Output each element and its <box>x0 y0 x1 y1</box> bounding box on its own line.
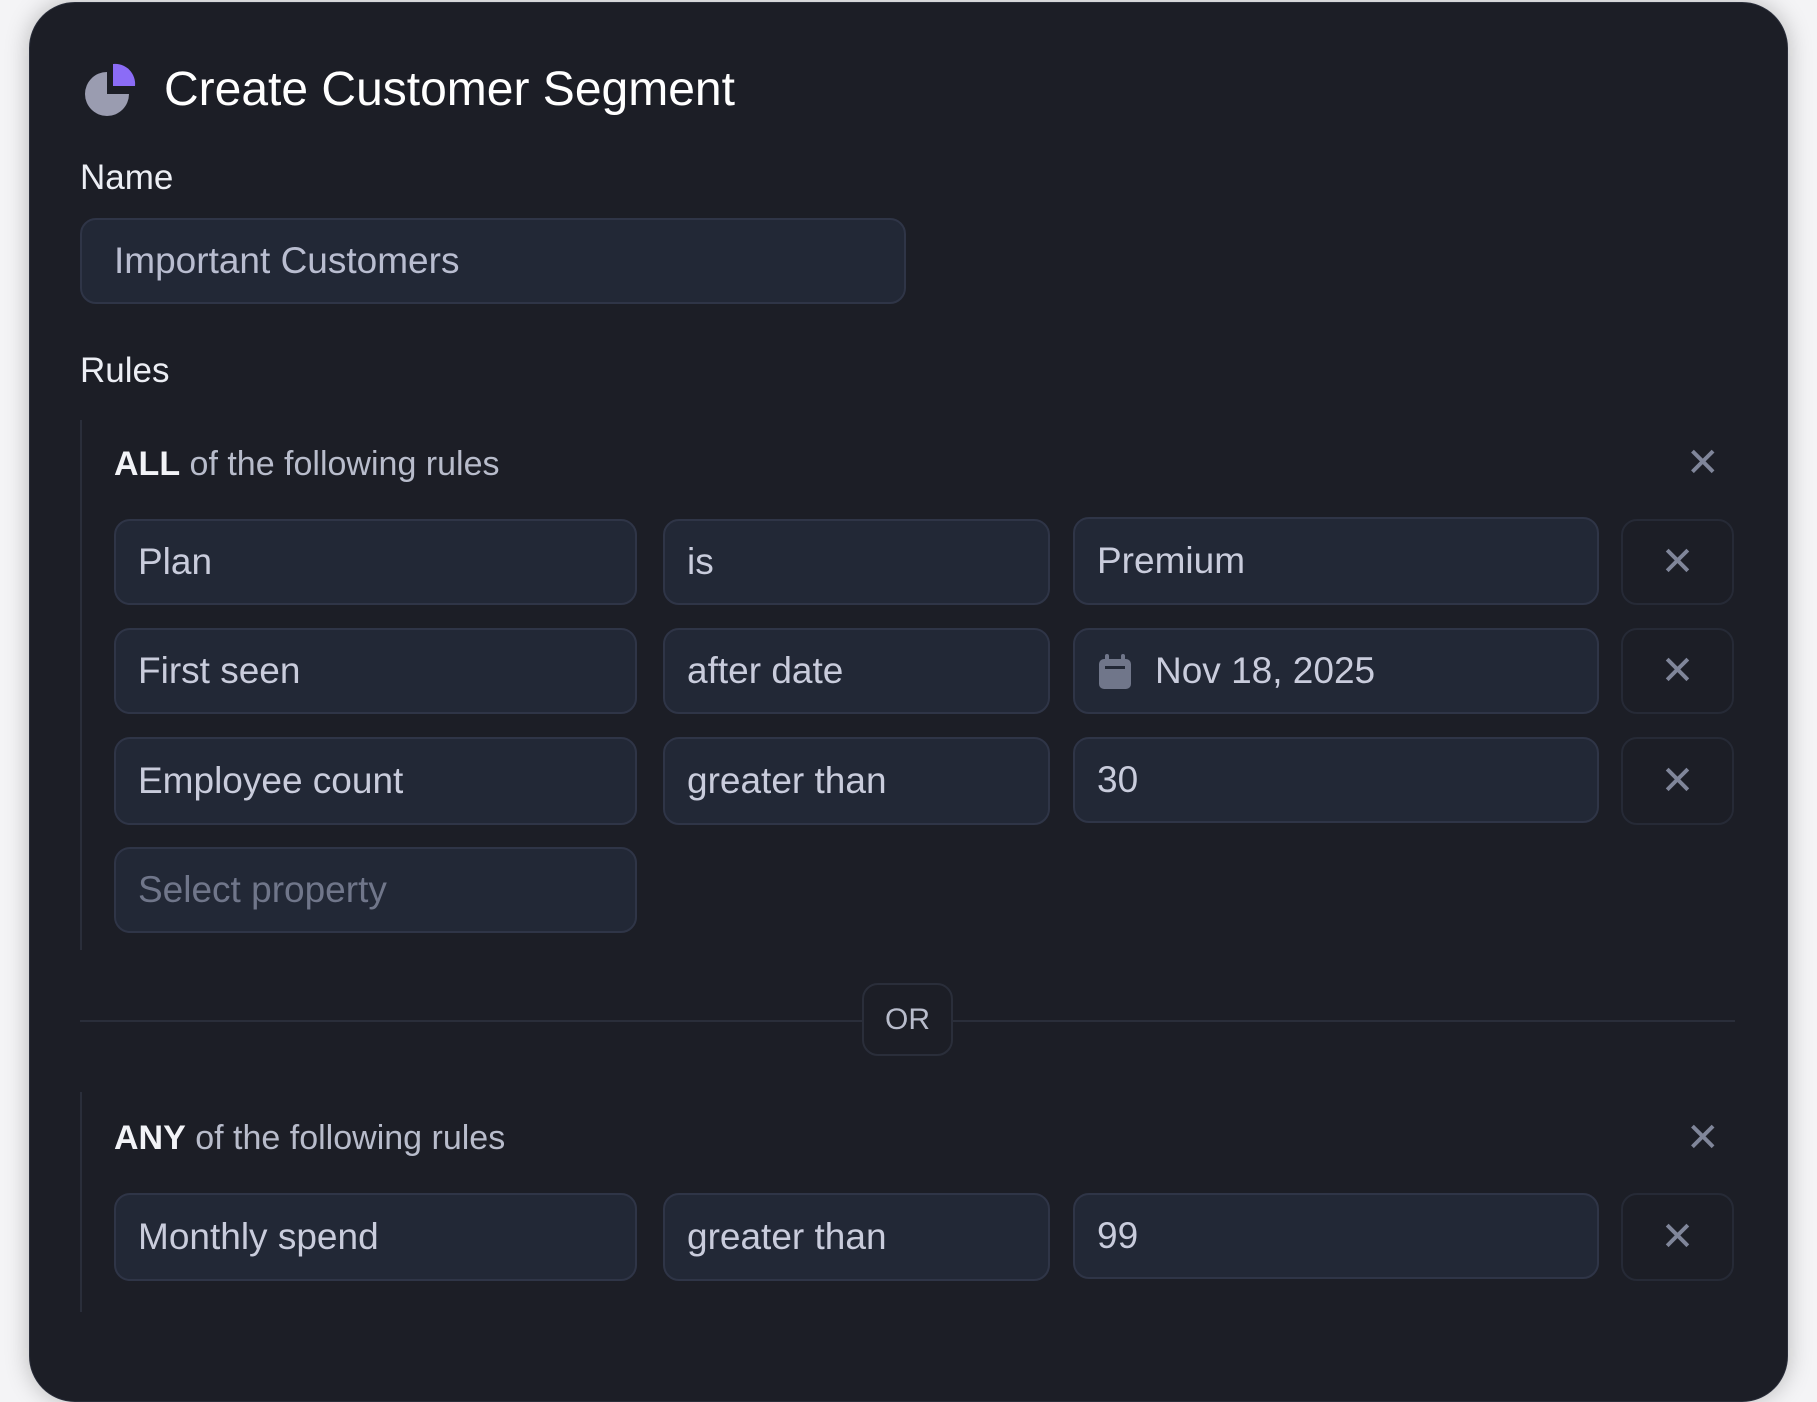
operator-select[interactable]: after date <box>663 628 1050 714</box>
remove-rule-button[interactable]: ✕ <box>1621 519 1734 605</box>
rules-label: Rules <box>80 351 170 390</box>
page-title: Create Customer Segment <box>164 63 735 116</box>
remove-rule-button[interactable]: ✕ <box>1621 1193 1734 1281</box>
value-input[interactable]: 99 <box>1073 1193 1599 1279</box>
group-suffix: of the following rules <box>195 1119 506 1157</box>
pie-chart-icon <box>85 63 136 116</box>
value-input[interactable]: Premium <box>1073 517 1599 605</box>
calendar-icon <box>1099 654 1131 689</box>
quantifier: ANY <box>114 1119 186 1157</box>
operator-select[interactable]: is <box>663 519 1050 605</box>
group-header-all: ALL of the following rules <box>114 445 500 484</box>
remove-group-icon[interactable]: ✕ <box>1686 1116 1720 1160</box>
name-input[interactable]: Important Customers <box>80 218 906 304</box>
value-input[interactable]: 30 <box>1073 737 1599 823</box>
group-suffix: of the following rules <box>189 445 500 483</box>
or-badge: OR <box>862 983 953 1056</box>
property-select[interactable]: First seen <box>114 628 637 714</box>
group-header-any: ANY of the following rules <box>114 1119 505 1158</box>
select-property-input[interactable]: Select property <box>114 847 637 933</box>
operator-select[interactable]: greater than <box>663 737 1050 825</box>
quantifier: ALL <box>114 445 181 483</box>
group-border <box>80 420 82 950</box>
property-select[interactable]: Monthly spend <box>114 1193 637 1281</box>
remove-group-icon[interactable]: ✕ <box>1686 441 1720 485</box>
date-value: Nov 18, 2025 <box>1155 650 1376 691</box>
operator-select[interactable]: greater than <box>663 1193 1050 1281</box>
remove-rule-button[interactable]: ✕ <box>1621 628 1734 714</box>
property-select[interactable]: Employee count <box>114 737 637 825</box>
property-select[interactable]: Plan <box>114 519 637 605</box>
name-label: Name <box>80 158 174 197</box>
remove-rule-button[interactable]: ✕ <box>1621 737 1734 825</box>
date-picker[interactable]: Nov 18, 2025 <box>1073 628 1599 714</box>
group-border <box>80 1092 82 1312</box>
